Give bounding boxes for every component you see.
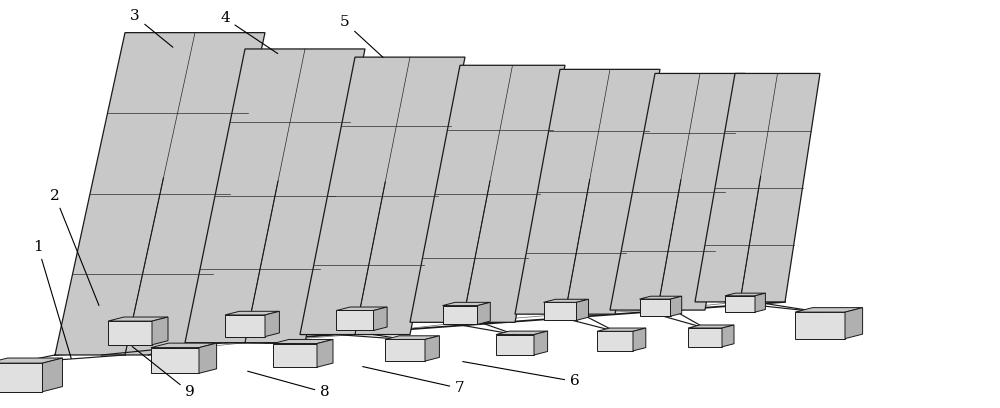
Polygon shape bbox=[300, 57, 465, 335]
Polygon shape bbox=[640, 296, 682, 299]
Polygon shape bbox=[317, 339, 333, 367]
Polygon shape bbox=[442, 306, 478, 324]
Polygon shape bbox=[597, 328, 646, 331]
Polygon shape bbox=[273, 339, 333, 344]
Polygon shape bbox=[576, 299, 588, 320]
Polygon shape bbox=[374, 307, 387, 330]
Polygon shape bbox=[795, 312, 845, 339]
Polygon shape bbox=[199, 343, 217, 373]
Text: 3: 3 bbox=[130, 9, 173, 47]
Text: 9: 9 bbox=[132, 346, 195, 399]
Polygon shape bbox=[845, 308, 863, 339]
Polygon shape bbox=[385, 336, 439, 339]
Polygon shape bbox=[496, 331, 548, 335]
Polygon shape bbox=[688, 328, 722, 347]
Polygon shape bbox=[0, 358, 62, 363]
Polygon shape bbox=[515, 69, 660, 314]
Polygon shape bbox=[670, 296, 682, 316]
Polygon shape bbox=[688, 325, 734, 328]
Polygon shape bbox=[55, 33, 265, 355]
Polygon shape bbox=[425, 336, 439, 361]
Polygon shape bbox=[610, 73, 745, 310]
Polygon shape bbox=[410, 65, 565, 322]
Polygon shape bbox=[544, 299, 588, 302]
Polygon shape bbox=[0, 363, 42, 392]
Polygon shape bbox=[725, 293, 765, 296]
Polygon shape bbox=[722, 325, 734, 347]
Polygon shape bbox=[152, 317, 168, 345]
Polygon shape bbox=[795, 308, 863, 312]
Text: 8: 8 bbox=[248, 371, 330, 399]
Polygon shape bbox=[755, 293, 765, 312]
Polygon shape bbox=[725, 296, 755, 312]
Polygon shape bbox=[695, 73, 820, 302]
Polygon shape bbox=[108, 317, 168, 321]
Text: 5: 5 bbox=[340, 16, 383, 57]
Polygon shape bbox=[265, 311, 279, 337]
Polygon shape bbox=[42, 358, 62, 392]
Polygon shape bbox=[336, 307, 387, 310]
Polygon shape bbox=[385, 339, 425, 361]
Polygon shape bbox=[225, 315, 265, 337]
Polygon shape bbox=[151, 343, 217, 348]
Polygon shape bbox=[336, 310, 374, 330]
Text: 7: 7 bbox=[363, 366, 465, 395]
Polygon shape bbox=[225, 311, 279, 315]
Polygon shape bbox=[597, 331, 633, 351]
Text: 6: 6 bbox=[463, 361, 580, 388]
Polygon shape bbox=[108, 321, 152, 345]
Polygon shape bbox=[478, 302, 490, 324]
Polygon shape bbox=[273, 344, 317, 367]
Text: 2: 2 bbox=[50, 189, 99, 306]
Text: 4: 4 bbox=[220, 11, 278, 53]
Polygon shape bbox=[640, 299, 670, 316]
Polygon shape bbox=[534, 331, 548, 355]
Polygon shape bbox=[496, 335, 534, 355]
Polygon shape bbox=[442, 302, 490, 306]
Polygon shape bbox=[544, 302, 576, 320]
Polygon shape bbox=[185, 49, 365, 343]
Polygon shape bbox=[151, 348, 199, 373]
Text: 1: 1 bbox=[33, 240, 71, 358]
Polygon shape bbox=[633, 328, 646, 351]
